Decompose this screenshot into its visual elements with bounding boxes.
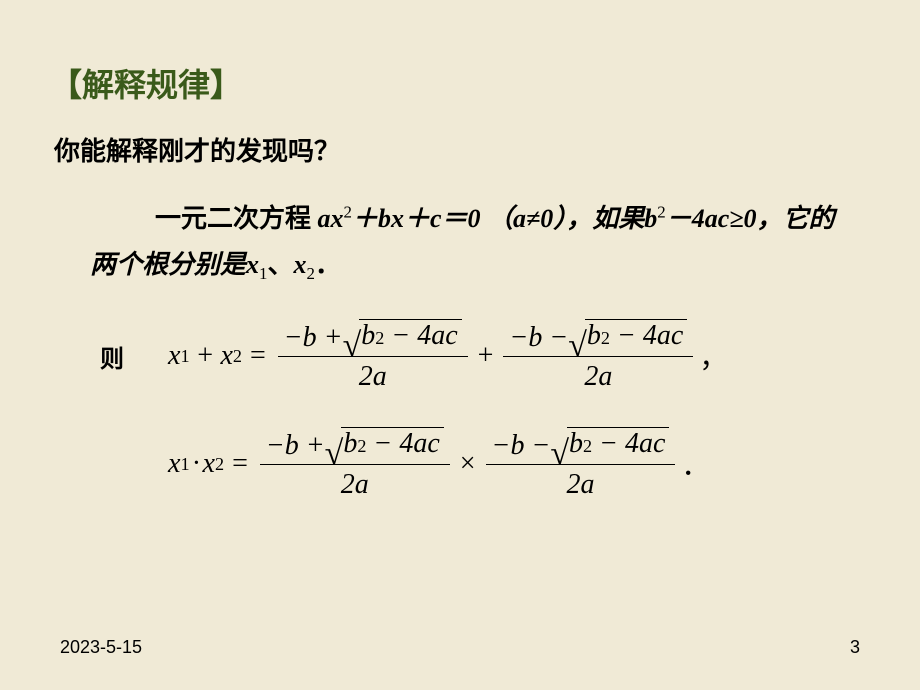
prod-f2-den: 2a [566,469,594,501]
prod-frac-1: −b + √ b2 − 4ac 2a [260,425,450,503]
rad-rest: − 4ac [391,320,457,352]
sum-f2-den: 2a [584,361,612,393]
equation-prod: x1 · x2 = −b + √ b2 − 4ac 2a × [168,425,709,503]
rad-b2: b [587,320,601,352]
footer-page: 3 [850,637,860,658]
para-join: 、 [267,250,293,279]
sum-op: + [196,340,215,372]
slide: 【解释规律】 你能解释刚才的发现吗？ 一元二次方程 ax2＋bx＋c＝0 （a≠… [0,0,920,563]
footer-date: 2023-5-15 [60,637,142,658]
equation-prod-row: x1 · x2 = −b + √ b2 − 4ac 2a × [50,425,870,503]
section-title: 【解释规律】 [50,60,870,106]
sqrt-icon: √ b2 − 4ac [550,427,669,462]
para-cond-sup: 2 [657,202,665,221]
equation-sum-row: 则 x1 + x2 = −b + √ b2 − 4ac 2a + [50,317,870,395]
sum-f1-prefix: −b + [284,322,343,354]
para-x1: x [246,250,259,279]
rad-b: b [361,320,375,352]
para-cond-b: b [644,204,657,233]
question-text: 你能解释刚才的发现吗？ [50,131,870,168]
prod-x1: x [168,448,180,480]
sum-x1: x [168,340,180,372]
p-rad-b2: b [569,428,583,460]
paragraph: 一元二次方程 ax2＋bx＋c＝0 （a≠0），如果b2－4ac≥0，它的两个根… [50,196,870,287]
sqrt-icon: √ b2 − 4ac [568,319,687,354]
slide-footer: 2023-5-15 3 [60,637,860,658]
sum-x2: x [220,340,232,372]
prod-x2: x [203,448,215,480]
sum-tail: ， [699,336,727,376]
rad-rest2: − 4ac [617,320,683,352]
prod-times: × [460,448,476,480]
prod-op: · [193,448,200,480]
p-rad-rest: − 4ac [373,428,439,460]
sum-frac-2: −b − √ b2 − 4ac 2a [503,317,693,395]
p-rad-b: b [343,428,357,460]
para-x2: x [293,250,306,279]
sum-f2-prefix: −b − [509,322,568,354]
p-rad-rest2: − 4ac [599,428,665,460]
prod-f1-prefix: −b + [266,430,325,462]
prod-eq-sign: = [232,448,248,480]
prod-f2-prefix: −b − [492,430,551,462]
sum-f1-den: 2a [359,361,387,393]
prod-frac-2: −b − √ b2 − 4ac 2a [486,425,676,503]
prod-tail: ． [681,444,709,484]
para-period: ． [315,250,341,279]
sqrt-icon: √ b2 − 4ac [343,319,462,354]
prod-f1-den: 2a [341,469,369,501]
sqrt-icon: √ b2 − 4ac [325,427,444,462]
eq-label: 则 [100,339,128,374]
para-x2-sub: 2 [306,264,314,283]
para-lead: 一元二次方程 [155,204,318,233]
para-eq-ax: ax [318,204,344,233]
sum-eq-sign: = [250,340,266,372]
sum-frac-1: −b + √ b2 − 4ac 2a [278,317,468,395]
equation-sum: x1 + x2 = −b + √ b2 − 4ac 2a + [168,317,727,395]
para-eq-rest: ＋bx＋c＝0 （a≠0），如果 [352,204,644,233]
para-sup-2: 2 [344,202,352,221]
sum-plus: + [478,340,494,372]
